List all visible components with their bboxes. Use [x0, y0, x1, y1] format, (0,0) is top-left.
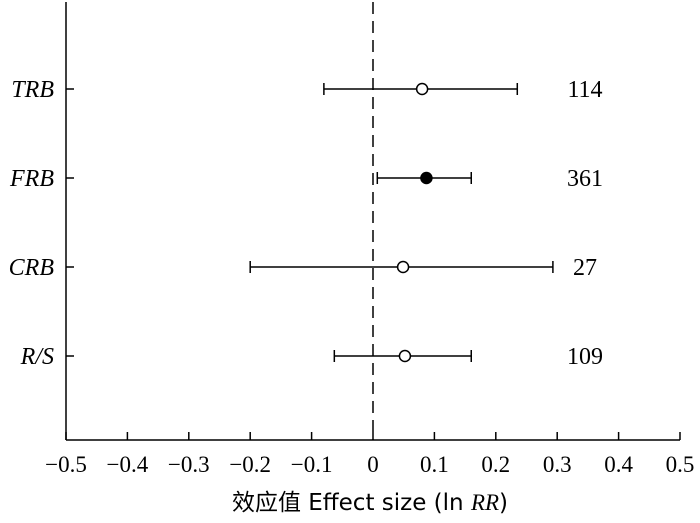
- sample-size-label: 27: [573, 255, 597, 281]
- x-tick-label: −0.4: [107, 452, 149, 477]
- point-estimate-marker: [420, 171, 433, 185]
- x-axis-title-prefix: 效应值 Effect size (ln: [232, 490, 471, 516]
- row-label: R/S: [20, 344, 54, 370]
- x-axis-ticks: −0.5 −0.4 −0.3 −0.2 −0.1 0 0.1 0.2 0.3 0.4 0.5: [45, 432, 694, 477]
- row-label: CRB: [9, 255, 55, 281]
- x-axis-title-italic: RR: [470, 490, 499, 515]
- x-axis-title: 效应值 Effect size (ln RR): [232, 490, 508, 516]
- x-tick-label: 0.1: [420, 452, 449, 477]
- sample-size-label: 114: [567, 77, 602, 103]
- point-estimate-marker: [415, 82, 429, 96]
- x-tick-label: 0.5: [666, 452, 695, 477]
- row-label: FRB: [9, 166, 54, 192]
- x-tick-label: −0.1: [291, 452, 333, 477]
- point-estimate-marker: [398, 349, 412, 363]
- x-axis-title-suffix: ): [499, 490, 508, 516]
- x-tick-label: 0.2: [481, 452, 510, 477]
- x-tick-label: 0: [367, 452, 379, 477]
- sample-size-label: 109: [567, 344, 603, 370]
- x-tick-label: −0.2: [229, 452, 271, 477]
- row-label: TRB: [11, 77, 54, 103]
- forest-rows: TRB 114 FRB 361 CRB 27 R/S 109: [9, 77, 603, 370]
- x-tick-label: −0.5: [45, 452, 87, 477]
- sample-size-label: 361: [567, 166, 603, 192]
- x-tick-label: 0.4: [604, 452, 633, 477]
- point-estimate-marker: [396, 260, 410, 274]
- x-tick-label: −0.3: [168, 452, 210, 477]
- x-tick-label: 0.3: [543, 452, 572, 477]
